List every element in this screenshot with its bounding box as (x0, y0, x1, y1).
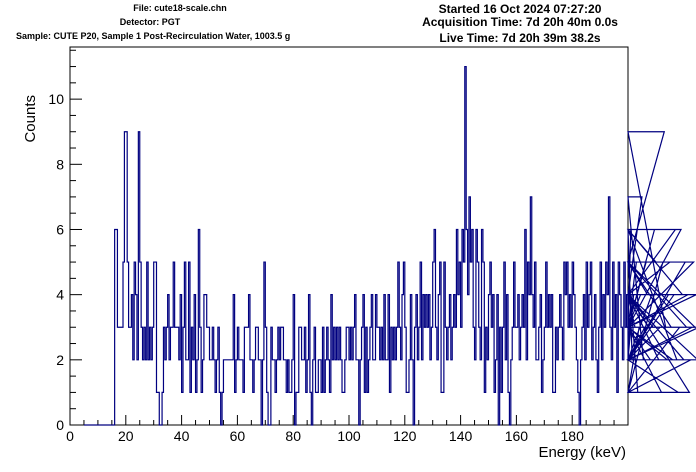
plot-frame (69, 46, 629, 426)
y-axis: 0 2 4 6 8 10 (48, 49, 82, 433)
x-tick-label: 0 (66, 428, 74, 444)
x-tick-label: 140 (449, 428, 473, 444)
x-tick-label: 60 (230, 428, 246, 444)
sample-label: Sample: CUTE P20, Sample 1 Post-Recircul… (16, 31, 291, 41)
x-tick-label: 80 (285, 428, 301, 444)
started-label: Started 16 Oct 2024 07:27:20 (438, 2, 602, 16)
y-tick-label: 6 (56, 221, 64, 237)
file-label: File: cute18-scale.chn (133, 3, 227, 13)
x-tick-label: 120 (393, 428, 417, 444)
x-tick-label: 100 (337, 428, 361, 444)
live-time-label: Live Time: 7d 20h 39m 38.2s (439, 31, 601, 45)
y-tick-label: 4 (56, 287, 64, 303)
x-tick-label: 180 (561, 428, 585, 444)
x-axis: 0 20 40 60 80 100 120 140 160 180 (66, 415, 629, 444)
detector-label: Detector: PGT (119, 17, 181, 27)
x-tick-label: 160 (505, 428, 529, 444)
spectrum-series (83, 65, 696, 426)
y-tick-label: 10 (48, 91, 64, 107)
x-axis-label: Energy (keV) (538, 444, 626, 461)
y-tick-label: 0 (56, 417, 64, 433)
y-tick-label: 2 (56, 352, 64, 368)
y-axis-label: Counts (22, 95, 39, 143)
y-tick-label: 8 (56, 156, 64, 172)
x-tick-label: 40 (174, 428, 190, 444)
acquisition-time-label: Acquisition Time: 7d 20h 40m 0.0s (422, 15, 618, 29)
x-tick-label: 20 (118, 428, 134, 444)
